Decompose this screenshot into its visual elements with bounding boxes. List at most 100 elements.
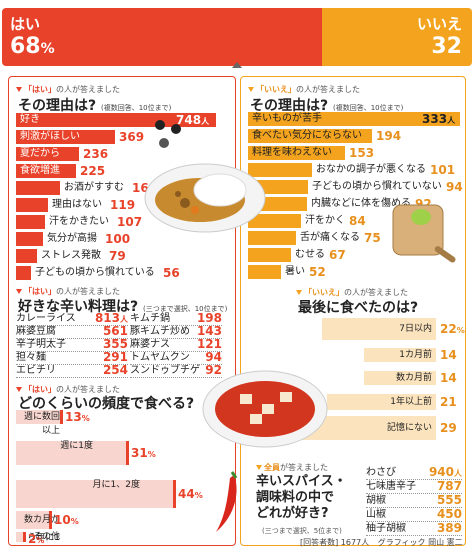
- wasabi-board-illustration: [392, 204, 456, 263]
- table-cell-name: 麻婆ナス: [130, 339, 170, 350]
- no-label: いいえ: [416, 15, 462, 33]
- bar-edge: [126, 441, 129, 465]
- bar-value: 10%: [54, 512, 79, 527]
- bar: [248, 146, 345, 160]
- bar: [248, 231, 296, 245]
- no-reasons-title: その理由は? (複数回答、10位まで): [250, 98, 404, 114]
- bar: [248, 265, 281, 279]
- bar-value: 44%: [178, 486, 203, 501]
- bar-label: 7日以内: [399, 324, 432, 334]
- bar-edge: [23, 532, 26, 542]
- bar-label: 数カ月前: [395, 373, 432, 383]
- bar-value: 75: [364, 231, 381, 245]
- bar-value: 2%: [28, 532, 45, 546]
- bar-label: 週に数回以上: [23, 412, 60, 436]
- table-divider: [16, 338, 128, 339]
- bar-label: 好き: [20, 114, 40, 125]
- bar: [248, 214, 301, 228]
- bar-label: 気分が高揚: [47, 233, 97, 244]
- chili-pepper-illustration: [216, 471, 238, 532]
- bar: [16, 532, 26, 542]
- bar-edge: [173, 480, 176, 508]
- dishes-title: 好きな辛い料理は? (三つまで選択、10位まで): [18, 299, 228, 315]
- bar-label: 月に1、2度: [92, 480, 140, 490]
- bar-value: 22%: [440, 321, 465, 336]
- bar-label: 食欲増進: [20, 165, 60, 176]
- table-cell-name: キムチ鍋: [130, 313, 170, 324]
- bar-label: おなかの調子が悪くなる: [316, 164, 426, 175]
- bar-edge: [60, 410, 63, 424]
- bar: [248, 163, 312, 177]
- bar: [16, 113, 216, 127]
- bar-value: 79: [109, 249, 126, 263]
- bar-label: 刺激がほしい: [20, 131, 80, 142]
- table-cell-name: わさび: [366, 467, 396, 478]
- table-cell-name: 担々麺: [16, 352, 46, 363]
- bar-label: 料理を味わえない: [252, 147, 332, 158]
- last-ate-title: 最後に食べたのは?: [298, 300, 419, 316]
- table-cell-value: 94: [205, 350, 222, 364]
- bar-label: 舌が痛くなる: [300, 232, 360, 243]
- table-cell-value: 787: [436, 479, 462, 493]
- table-cell-name: 山椒: [366, 509, 386, 520]
- table-cell-name: カレーライス: [16, 313, 76, 324]
- bar-value: 119: [110, 198, 136, 212]
- table-cell-name: 豚キムチ炒め: [130, 326, 190, 337]
- table-divider: [130, 351, 222, 352]
- bar-label: お酒がすすむ: [64, 182, 124, 193]
- bar-value: 94: [446, 180, 463, 194]
- dishes-tag: 「はい」の人が答えました: [16, 286, 120, 297]
- table-divider: [366, 521, 462, 522]
- bar: [16, 232, 43, 246]
- table-cell-value: 813人: [94, 311, 128, 325]
- table-cell-value: 450: [436, 507, 462, 521]
- bar: [327, 394, 436, 410]
- bar: [16, 480, 176, 508]
- no-reasons-tag: 「いいえ」の人が答えました: [248, 84, 360, 95]
- bar-label: 数カ月から年に1度程度: [23, 515, 60, 543]
- table-cell-value: 121: [196, 337, 222, 351]
- table-divider: [130, 364, 222, 365]
- bar: [248, 248, 291, 262]
- bar-label: 汗をかきたい: [49, 216, 109, 227]
- bar-label: その他: [32, 532, 60, 542]
- table-cell-value: 940人: [428, 465, 462, 479]
- table-cell-name: 柚子胡椒: [366, 523, 406, 534]
- yes-label: はい: [10, 15, 41, 33]
- bar-label: 1年以上前: [390, 397, 432, 407]
- bar: [16, 130, 115, 144]
- bar-value: 52: [309, 265, 326, 279]
- bar-value: 153: [349, 146, 375, 160]
- spices-tag: 全員が答えました: [256, 462, 328, 473]
- table-cell-value: 291: [102, 350, 128, 364]
- yes-segment: [2, 8, 322, 66]
- table-divider: [130, 338, 222, 339]
- bar: [16, 215, 45, 229]
- table-cell-name: 七味唐辛子: [366, 481, 416, 492]
- bar-value: 100: [105, 232, 131, 246]
- bar-value: 13%: [65, 410, 90, 424]
- bar-label: 汗をかく: [305, 215, 345, 226]
- table-cell-name: 辛子明太子: [16, 339, 66, 350]
- table-cell-name: 麻婆豆腐: [16, 326, 56, 337]
- table-divider: [366, 507, 462, 508]
- frequency-tag: 「はい」の人が答えました: [16, 384, 120, 395]
- table-divider: [130, 377, 222, 378]
- table-cell-name: エビチリ: [16, 365, 56, 376]
- bar-label: 食べたい気分にならない: [252, 130, 362, 141]
- bar-value: 21: [440, 394, 457, 409]
- bar: [16, 198, 48, 212]
- bar-label: 記憶にない: [386, 423, 432, 433]
- divider-arrow-icon: [232, 62, 242, 68]
- bar-label: 暑い: [285, 266, 305, 277]
- bar-label: 内臓などに体を傷める: [311, 198, 411, 209]
- table-cell-value: 555: [436, 493, 462, 507]
- bar-label: 週に1度: [60, 441, 93, 451]
- last-ate-tag: 「いいえ」の人が答えました: [296, 287, 408, 298]
- table-cell-name: スンドゥブチゲ: [130, 365, 200, 376]
- bar: [16, 441, 129, 465]
- bar-value: 84: [349, 214, 366, 228]
- pepper-grains-illustration: [155, 120, 181, 148]
- table-cell-name: 胡椒: [366, 495, 386, 506]
- yes-panel: [8, 76, 236, 546]
